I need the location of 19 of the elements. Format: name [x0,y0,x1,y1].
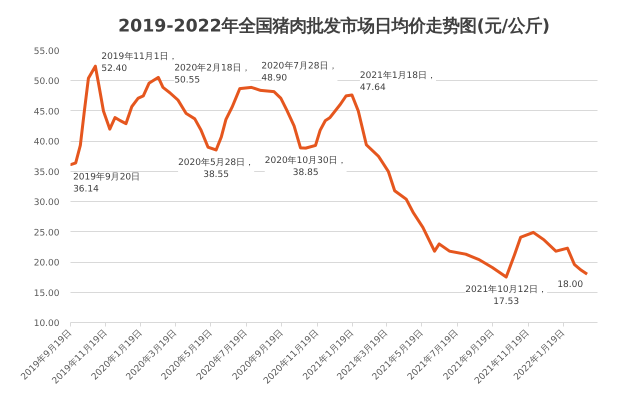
annotation: 2020年5月28日， 38.55 [178,156,254,180]
y-tick-label: 25.00 [34,228,60,238]
chart-title: 2019-2022年全国猪肉批发市场日均价走势图(元/公斤) [118,16,550,36]
y-tick-label: 15.00 [34,288,60,299]
y-tick-label: 10.00 [34,319,60,329]
y-tick-label: 35.00 [34,168,60,178]
annotation: 2020年10月30日， 38.85 [264,155,347,178]
y-tick-label: 55.00 [34,47,60,57]
annotation: 2020年2月18日， 50.55 [174,62,250,86]
annotation: 18.00 [557,280,584,290]
y-tick-label: 40.00 [34,138,60,148]
y-tick-label: 50.00 [34,77,60,88]
annotation: 2021年1月18日， 47.64 [360,70,436,93]
annotation: 2021年10月12日， 17.53 [465,284,548,307]
y-tick-label: 45.00 [34,107,60,118]
annotation: 2019年9月20日 36.14 [73,172,140,194]
annotation: 2020年7月28日， 48.90 [261,60,338,84]
y-tick-label: 20.00 [34,258,60,269]
y-tick-label: 30.00 [34,198,60,208]
